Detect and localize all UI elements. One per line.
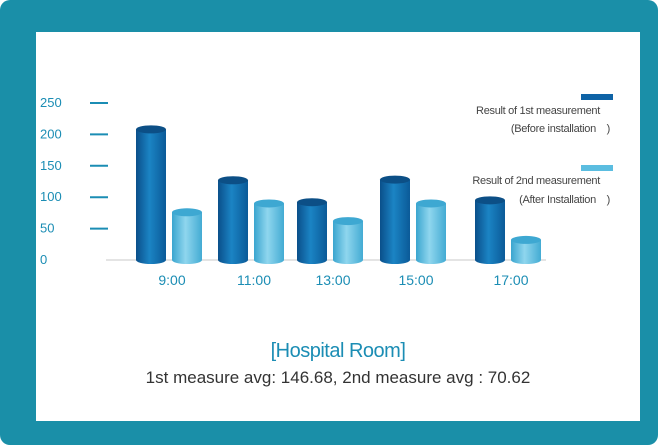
y-tick-label: 250 bbox=[40, 95, 62, 110]
bar-body bbox=[475, 200, 505, 260]
bar-body bbox=[254, 203, 284, 260]
x-tick-label: 13:00 bbox=[315, 272, 350, 288]
bar-base bbox=[333, 256, 363, 264]
bar-cap bbox=[172, 208, 202, 217]
bar-base bbox=[475, 256, 505, 264]
bar-1-900 bbox=[136, 125, 166, 264]
chart-subtitle: 1st measure avg: 146.68, 2nd measure avg… bbox=[145, 368, 531, 387]
bar-2-1100 bbox=[254, 199, 284, 264]
bar-1-1100 bbox=[218, 176, 248, 264]
x-tick-label: 9:00 bbox=[158, 272, 185, 288]
bar-1-1700 bbox=[475, 196, 505, 264]
bar-body bbox=[380, 179, 410, 260]
legend-sublabel-2: (After Installation ) bbox=[519, 194, 610, 206]
bar-base bbox=[380, 256, 410, 264]
bar-base bbox=[172, 256, 202, 264]
bar-body bbox=[416, 203, 446, 260]
x-tick-label: 17:00 bbox=[493, 272, 528, 288]
bar-body bbox=[136, 129, 166, 260]
bar-cap bbox=[297, 198, 327, 207]
bar-body bbox=[172, 212, 202, 260]
bar-cap bbox=[333, 217, 363, 226]
bar-1-1500 bbox=[380, 175, 410, 264]
legend-swatch-1 bbox=[581, 94, 613, 100]
bar-body bbox=[333, 221, 363, 260]
bar-base bbox=[416, 256, 446, 264]
x-tick-label: 11:00 bbox=[237, 272, 271, 288]
bar-base bbox=[297, 256, 327, 264]
legend-swatch-2 bbox=[581, 165, 613, 171]
bar-base bbox=[511, 256, 541, 264]
bar-cap bbox=[511, 235, 541, 244]
bar-cap bbox=[254, 199, 284, 208]
chart-title: [Hospital Room] bbox=[270, 340, 406, 362]
x-tick-label: 15:00 bbox=[398, 272, 433, 288]
y-tick-label: 150 bbox=[40, 158, 62, 173]
bar-cap bbox=[416, 199, 446, 208]
legend-sublabel-1: (Before installation ) bbox=[511, 123, 610, 135]
bar-2-900 bbox=[172, 208, 202, 264]
bar-1-1300 bbox=[297, 198, 327, 264]
bar-cap bbox=[218, 176, 248, 185]
bar-cap bbox=[380, 175, 410, 184]
bar-base bbox=[254, 256, 284, 264]
bar-body bbox=[218, 180, 248, 260]
bar-2-1300 bbox=[333, 217, 363, 264]
chart-panel: 0 50 100 150 200 250 9:00 11:00 13:00 15:00 17:00 … bbox=[36, 32, 640, 421]
bar-2-1700 bbox=[511, 235, 541, 264]
y-tick-label: 0 bbox=[40, 252, 47, 267]
y-tick-label: 50 bbox=[40, 221, 54, 236]
legend-label-1: Result of 1st measurement bbox=[476, 105, 600, 117]
legend-label-2: Result of 2nd measurement bbox=[472, 175, 600, 187]
bar-base bbox=[136, 256, 166, 264]
bar-cap bbox=[475, 196, 505, 205]
bar-body bbox=[297, 202, 327, 260]
bar-cap bbox=[136, 125, 166, 134]
y-tick-label: 100 bbox=[40, 189, 62, 204]
bar-base bbox=[218, 256, 248, 264]
bar-body bbox=[511, 239, 541, 260]
bar-2-1500 bbox=[416, 199, 446, 264]
y-tick-label: 200 bbox=[40, 126, 62, 141]
